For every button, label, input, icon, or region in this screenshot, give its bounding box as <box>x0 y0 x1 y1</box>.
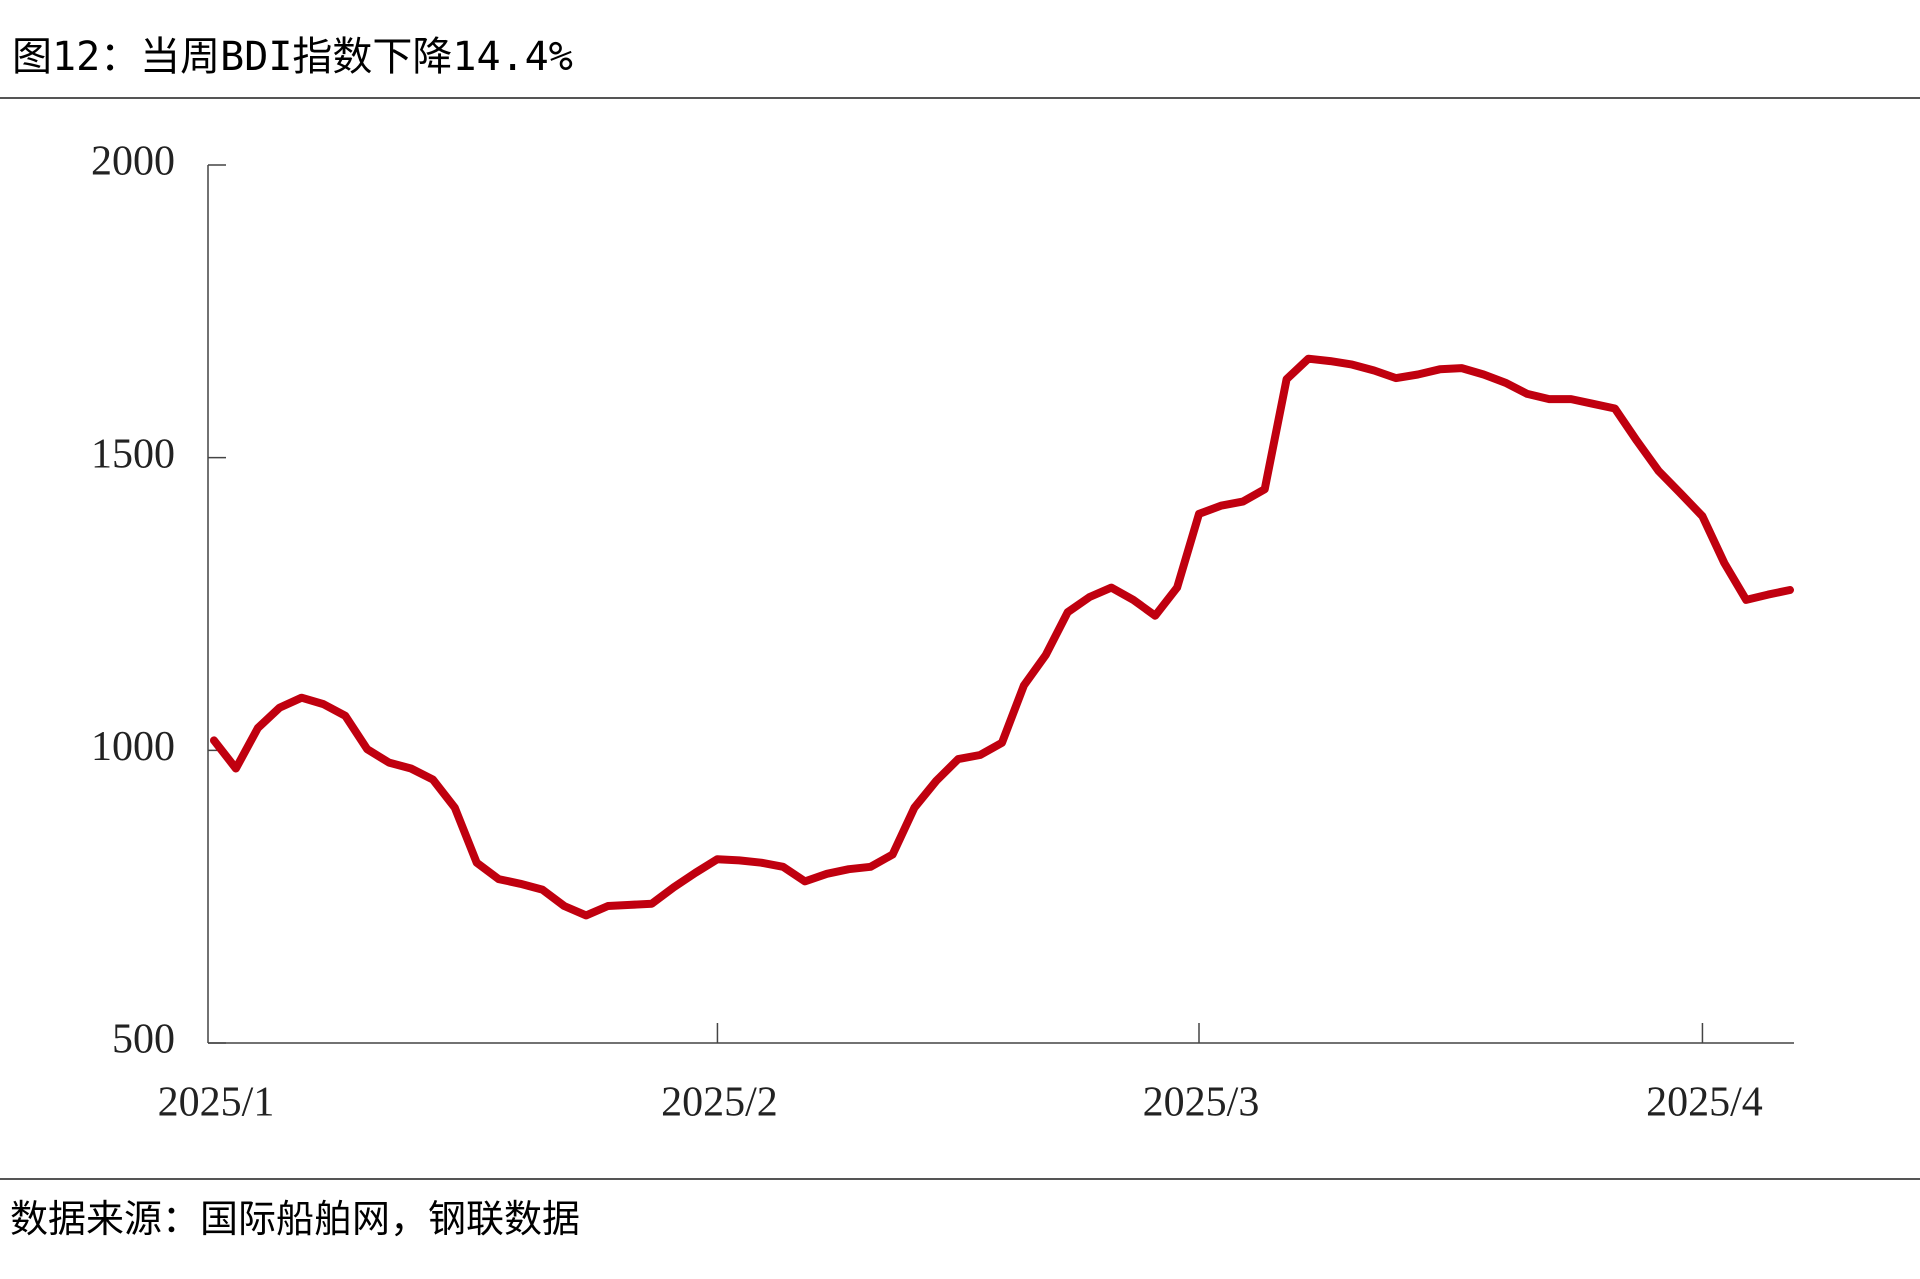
x-tick-label: 2025/1 <box>158 1080 275 1126</box>
source-note: 数据来源：国际船舶网，钢联数据 <box>10 1197 580 1241</box>
y-tick-label: 1000 <box>91 724 175 770</box>
y-tick-label: 500 <box>112 1017 175 1063</box>
x-tick-label: 2025/2 <box>661 1080 778 1126</box>
y-tick-label: 1500 <box>91 431 175 477</box>
x-tick-label: 2025/3 <box>1143 1080 1260 1126</box>
y-tick-label: 2000 <box>91 139 175 185</box>
data-line <box>210 354 1794 920</box>
chart-title: 图12：当周BDI指数下降14.4% <box>12 34 573 80</box>
x-tick-label: 2025/4 <box>1646 1080 1763 1126</box>
